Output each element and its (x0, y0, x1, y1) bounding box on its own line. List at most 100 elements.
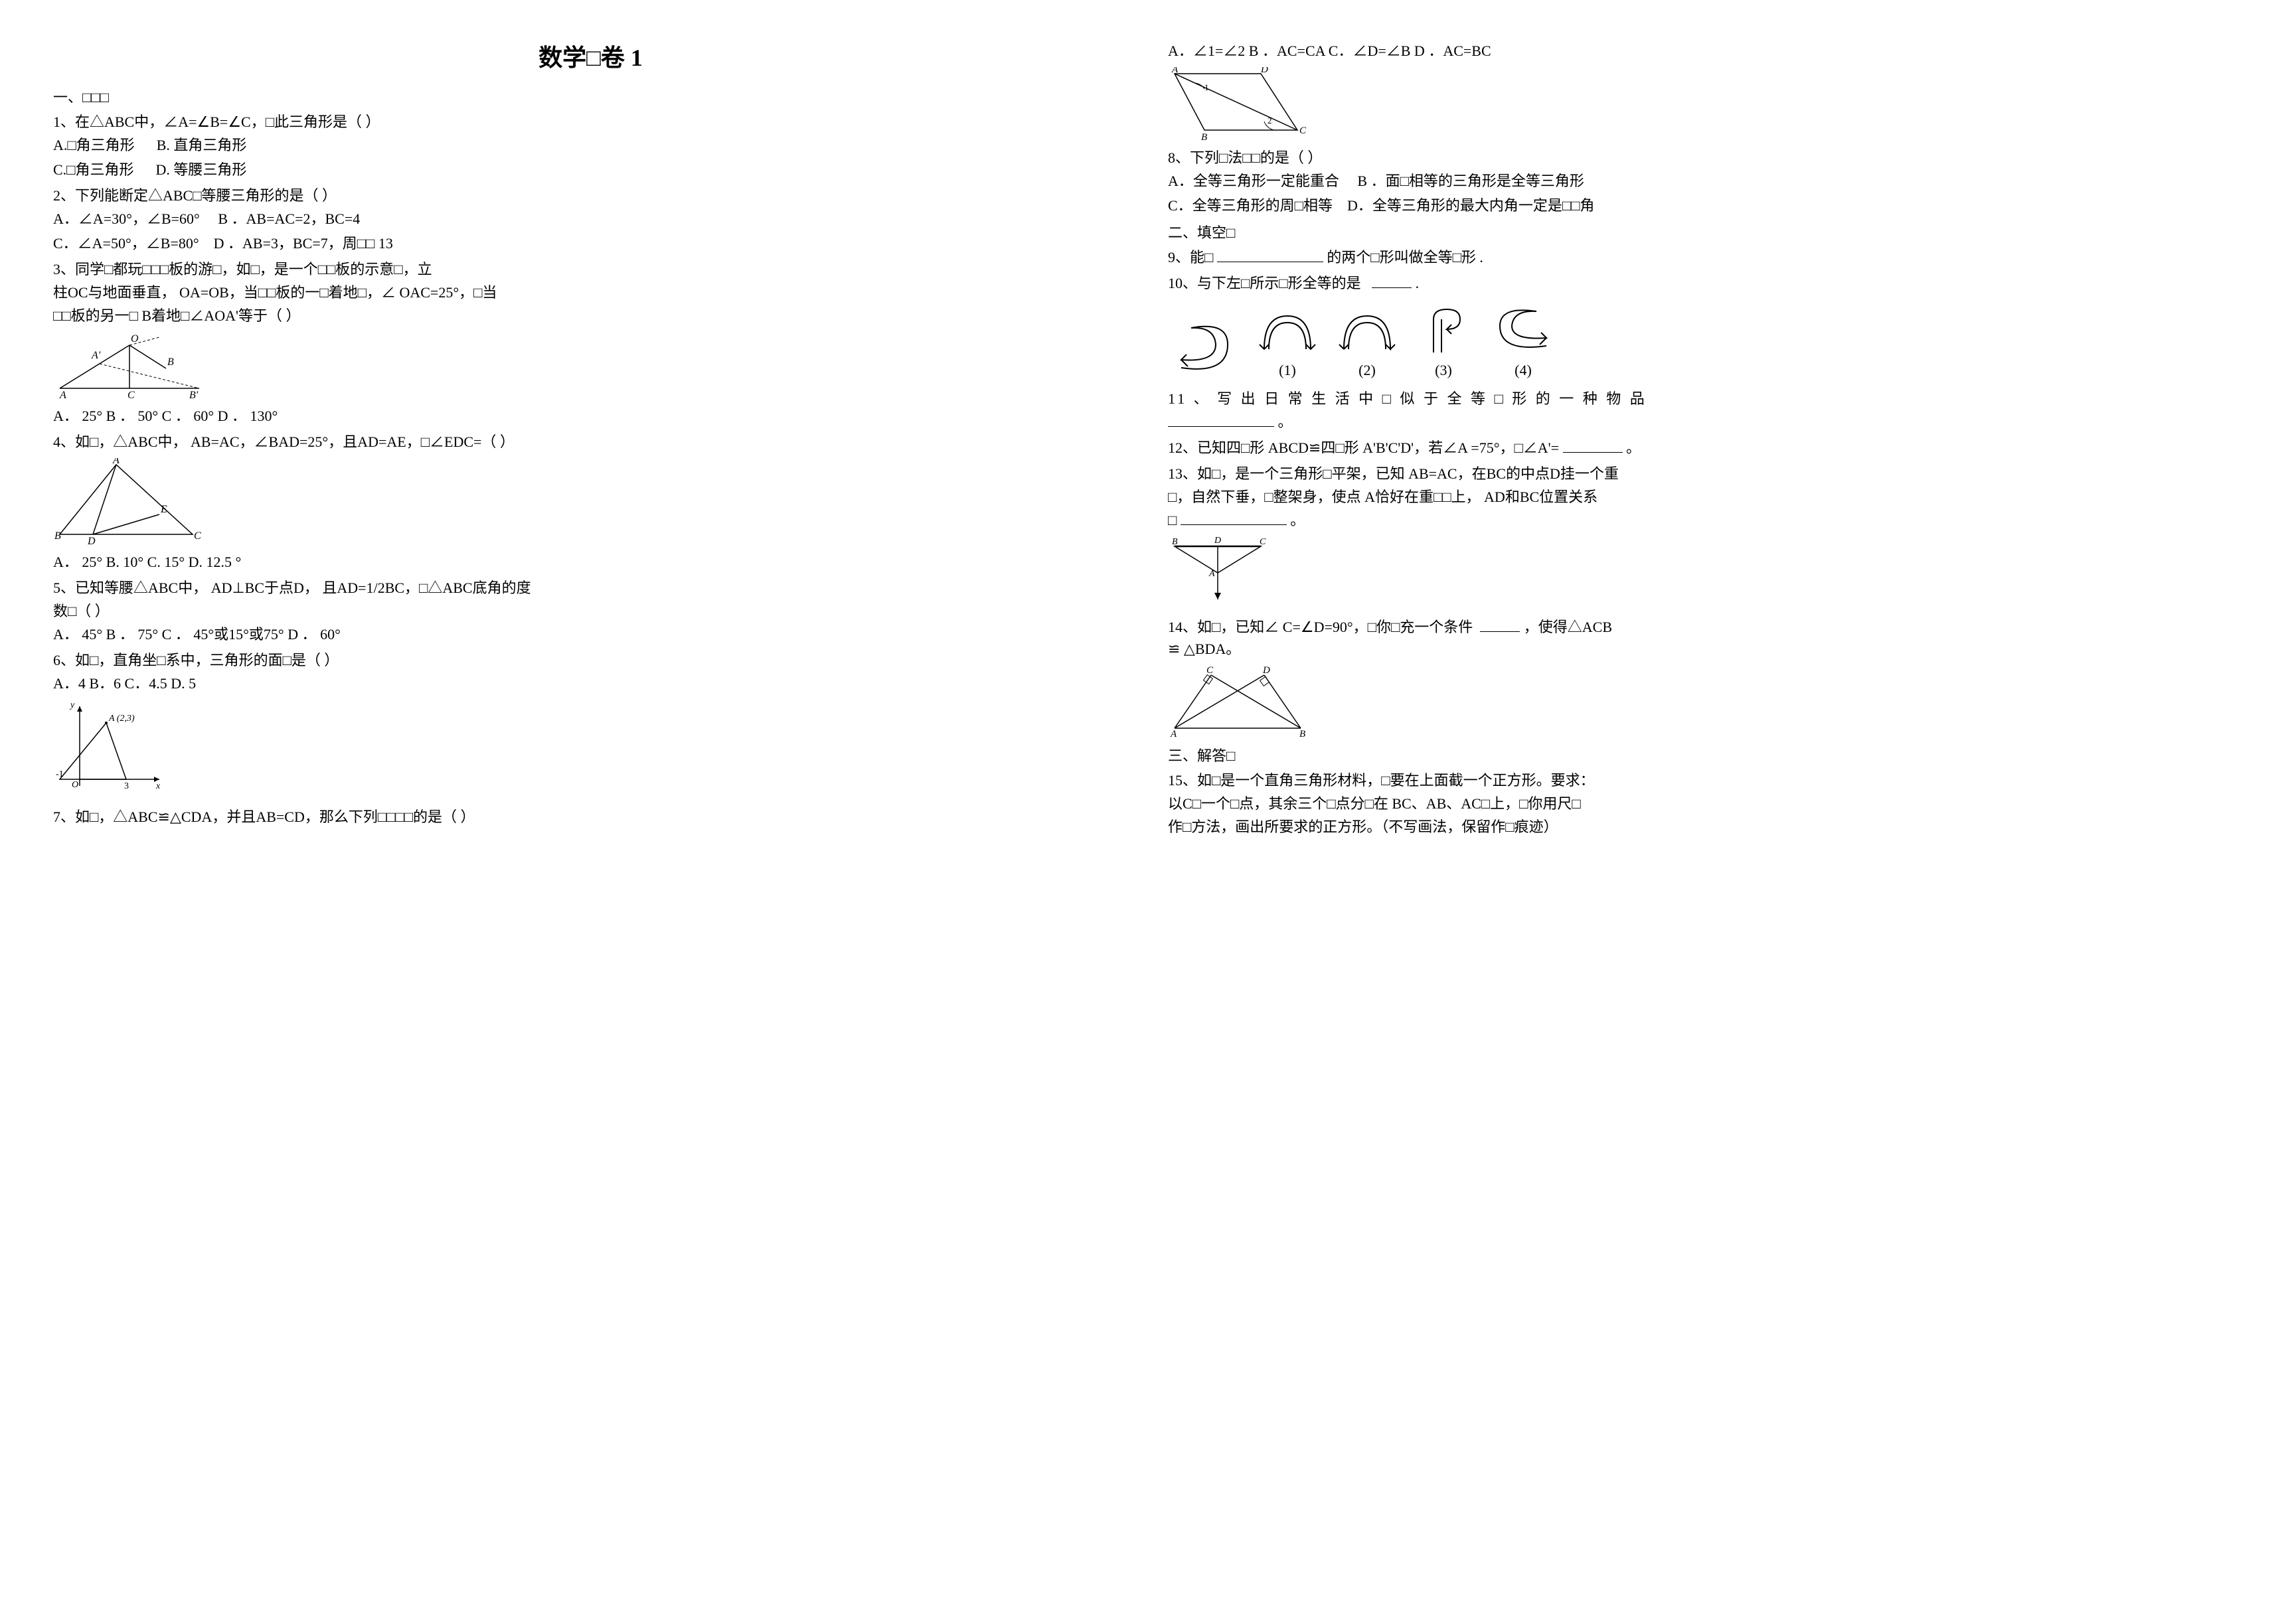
svg-text:B': B' (189, 390, 199, 398)
svg-text:3: 3 (124, 781, 129, 791)
q2-b: B ．AB=AC=2，BC=4 (218, 210, 360, 227)
q9-pre: 9、能□ (1168, 249, 1213, 266)
q10-pre: 10、与下左□所示□形全等的是 (1168, 275, 1361, 291)
svg-text:2: 2 (1268, 116, 1272, 125)
q3-l3: □□板的另一□ B着地□∠AOA'等于（ ） (53, 305, 1128, 327)
left-column: 数学□卷 1 一、□□□ 1、在△ABC中，∠A=∠B=∠C，□此三角形是（ ）… (53, 40, 1128, 842)
q3-l1: 3、同学□都玩□□□板的游□，如□，是一个□□板的示意□，立 (53, 258, 1128, 280)
svg-text:C: C (1260, 537, 1266, 547)
q10-blank (1372, 273, 1412, 288)
svg-text:A: A (1171, 67, 1179, 75)
arrow-3-label: (3) (1414, 359, 1473, 381)
arrow-4-label: (4) (1487, 359, 1560, 381)
q14-mid: ，使得△ACB (1524, 619, 1612, 635)
svg-text:C: C (194, 530, 201, 542)
q6: 6、如□，直角坐□系中，三角形的面□是（ ） A．4 B．6 C．4.5 D. … (53, 649, 1128, 799)
q15-l3: 作□方法，画出所要求的正方形。（不写画法，保留作□痕迹） (1168, 816, 2243, 838)
q9-blank (1217, 248, 1323, 262)
title: 数学□卷 1 (53, 40, 1128, 76)
q8: 8、下列□法□□的是（ ） A．全等三角形一定能重合 B ．面□相等的三角形是全… (1168, 147, 2243, 216)
svg-text:C: C (127, 390, 135, 398)
arrow-1: (1) (1254, 299, 1321, 381)
right-column: A．∠1=∠2 B ．AC=CA C．∠D=∠B D ．AC=BC A D B … (1168, 40, 2243, 842)
q4-opts: A． 25° B. 10° C. 15° D. 12.5 ° (53, 551, 1128, 573)
svg-text:B: B (54, 530, 61, 542)
q7-opts: A．∠1=∠2 B ．AC=CA C．∠D=∠B D ．AC=BC (1168, 40, 2243, 62)
q2-d: D ．AB=3，BC=7，周□□ 13 (214, 235, 393, 252)
svg-text:D: D (1260, 67, 1268, 75)
q6-figure: O -1 3 x y A (2,3) (53, 700, 1128, 799)
svg-text:C: C (1206, 665, 1214, 676)
q1: 1、在△ABC中，∠A=∠B=∠C，□此三角形是（ ） A.□角三角形 B. 直… (53, 111, 1128, 181)
q4-figure: A B C D E (53, 458, 1128, 544)
q14: 14、如□，已知∠ C=∠D=90°，□你□充一个条件 ，使得△ACB ≌ △B… (1168, 616, 2243, 738)
q1-b: B. 直角三角形 (157, 137, 247, 153)
q13-blank (1181, 510, 1287, 525)
q11: 11 、 写 出 日 常 生 活 中 □ 似 于 全 等 □ 形 的 一 种 物… (1168, 388, 2243, 433)
q8-text: 8、下列□法□□的是（ ） (1168, 147, 2243, 169)
q13-l2: □，自然下垂，□整架身，使点 A恰好在重□□上， AD和BC位置关系 (1168, 486, 2243, 508)
q13-figure: B C D A (1168, 536, 2243, 609)
svg-text:A (2,3): A (2,3) (108, 714, 135, 724)
q7-figure: A D B C 1 2 (1168, 67, 2243, 140)
q1-opts: A.□角三角形 B. 直角三角形 (53, 134, 1128, 156)
q12-blank (1563, 438, 1623, 453)
arrow-2: (2) (1334, 299, 1400, 381)
q8-row2: C．全等三角形的周□相等 D．全等三角形的最大内角一定是□□角 (1168, 194, 2243, 216)
q11-text: 11 、 写 出 日 常 生 活 中 □ 似 于 全 等 □ 形 的 一 种 物… (1168, 388, 2243, 410)
q12-pre: 12、已知四□形 ABCD≌四□形 A'B'C'D'，若∠A =75°，□∠A'… (1168, 439, 1559, 456)
svg-text:O: O (72, 780, 78, 790)
q13-l3post: 。 (1290, 512, 1305, 528)
q6-text: 6、如□，直角坐□系中，三角形的面□是（ ） (53, 649, 1128, 671)
arrow-1-label: (1) (1254, 359, 1321, 381)
q15: 15、如□是一个直角三角形材料，□要在上面截一个正方形。要求： 以C□一个□点，… (1168, 769, 2243, 838)
q8-row1: A．全等三角形一定能重合 B ．面□相等的三角形是全等三角形 (1168, 170, 2243, 192)
q2-c: C．∠A=50°，∠B=80° (53, 235, 199, 252)
q2-text: 2、下列能断定△ABC□等腰三角形的是（ ） (53, 185, 1128, 206)
q1-text: 1、在△ABC中，∠A=∠B=∠C，□此三角形是（ ） (53, 111, 1128, 133)
arrow-2-label: (2) (1334, 359, 1400, 381)
svg-text:C: C (1299, 125, 1307, 136)
q15-l1: 15、如□是一个直角三角形材料，□要在上面截一个正方形。要求： (1168, 769, 2243, 791)
q8-a: A．全等三角形一定能重合 (1168, 173, 1339, 189)
svg-text:A: A (1170, 729, 1177, 738)
q5: 5、已知等腰△ABC中， AD⊥BC于点D， 且AD=1/2BC，□△ABC底角… (53, 577, 1128, 645)
section-1-head: 一、□□□ (53, 86, 1128, 108)
q13-l3: □ 。 (1168, 509, 2243, 531)
q8-c: C．全等三角形的周□相等 (1168, 197, 1333, 214)
arrow-3: (3) (1414, 299, 1473, 381)
svg-text:D: D (87, 536, 96, 544)
q1-a: A.□角三角形 (53, 137, 135, 153)
q15-l2: 以C□一个□点，其余三个□点分□在 BC、AB、AC□上，□你用尺□ (1168, 793, 2243, 814)
q2-opts2: C．∠A=50°，∠B=80° D ．AB=3，BC=7，周□□ 13 (53, 232, 1128, 254)
q12-post: 。 (1626, 439, 1641, 456)
q13-l1: 13、如□，是一个三角形□平架，已知 AB=AC，在BC的中点D挂一个重 (1168, 463, 2243, 485)
q7-cont: A．∠1=∠2 B ．AC=CA C．∠D=∠B D ．AC=BC A D B … (1168, 40, 2243, 140)
q14-pre: 14、如□，已知∠ C=∠D=90°，□你□充一个条件 (1168, 619, 1473, 635)
svg-text:A': A' (91, 350, 101, 361)
q2-a: A．∠A=30°，∠B=60° (53, 210, 200, 227)
q14-l1: 14、如□，已知∠ C=∠D=90°，□你□充一个条件 ，使得△ACB (1168, 616, 2243, 638)
q3-l2: 柱OC与地面垂直， OA=OB，当□□板的一□着地□，∠ OAC=25°，□当 (53, 281, 1128, 303)
q8-d: D．全等三角形的最大内角一定是□□角 (1347, 197, 1594, 214)
section-2-head: 二、填空□ (1168, 222, 2243, 244)
svg-text:D: D (1214, 536, 1221, 546)
svg-text:B: B (1299, 729, 1305, 738)
q11-post: 。 (1278, 414, 1293, 430)
svg-text:B: B (1201, 132, 1207, 140)
q1-opts2: C.□角三角形 D. 等腰三角形 (53, 159, 1128, 181)
svg-text:O: O (131, 333, 139, 345)
q11-blank (1168, 412, 1274, 427)
section-3-head: 三、解答□ (1168, 745, 2243, 767)
q1-d: D. 等腰三角形 (155, 161, 246, 178)
q4: 4、如□，△ABC中， AB=AC，∠BAD=25°，且AD=AE，□∠EDC=… (53, 431, 1128, 573)
svg-text:-1: -1 (56, 769, 64, 779)
q5-l2: 数□（ ） (53, 600, 1128, 622)
q10-post: . (1416, 275, 1420, 291)
svg-text:A: A (112, 458, 120, 466)
q13-l3pre: □ (1168, 512, 1177, 528)
arrow-4: (4) (1487, 299, 1560, 381)
q4-text: 4、如□，△ABC中， AB=AC，∠BAD=25°，且AD=AE，□∠EDC=… (53, 431, 1128, 453)
q2-opts: A．∠A=30°，∠B=60° B ．AB=AC=2，BC=4 (53, 208, 1128, 230)
q8-b: B ．面□相等的三角形是全等三角形 (1357, 173, 1584, 189)
